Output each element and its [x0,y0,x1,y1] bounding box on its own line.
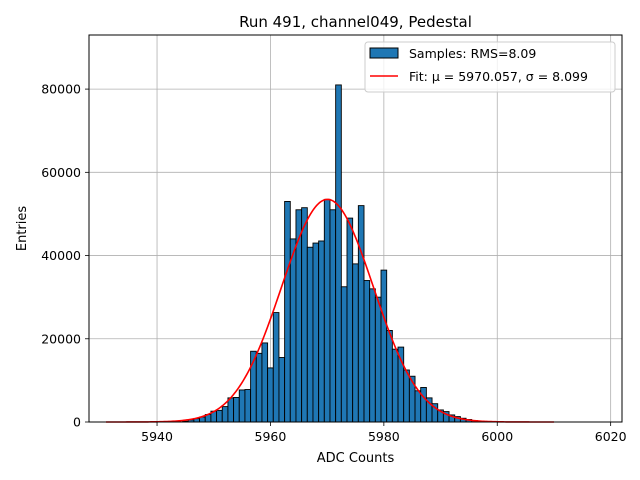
legend-label-samples: Samples: RMS=8.09 [409,46,536,61]
fit-curve [106,198,554,423]
histogram-bar [267,367,274,423]
x-tick-label: 5960 [255,429,287,444]
histogram-bar [369,288,376,423]
y-tick-label: 80000 [41,82,81,97]
histogram-bar [329,209,337,423]
histogram-bar [318,240,325,423]
y-tick-label: 0 [73,415,81,430]
histogram-bar [346,217,354,423]
histogram-bar [374,296,382,423]
histogram-bar [414,390,422,423]
histogram-bar [261,342,269,423]
histogram-bar [340,286,348,423]
histogram-bar [420,387,427,423]
legend-box [364,41,616,93]
histogram-bar [255,352,263,423]
y-axis-label: Entries [15,206,30,252]
histogram-bar [391,348,399,423]
histogram-bar [221,406,229,423]
histogram-bar [272,312,280,423]
histogram-bar [301,207,308,423]
x-tick-label: 6000 [481,429,513,444]
histogram-bar [295,209,303,423]
histogram-bar [289,238,297,423]
histogram-bar [306,246,314,423]
legend: Samples: RMS=8.09 Fit: μ = 5970.057, σ =… [364,41,616,93]
x-axis-label: ADC Counts [317,451,395,466]
axis-ticks: 5940 5960 5980 6000 6020 0 20000 40000 60000 8000… [41,82,626,444]
legend-label-fit: Fit: μ = 5970.057, σ = 8.099 [409,69,588,84]
plot-frame [88,34,623,423]
chart-title: Run 491, channel049, Pedestal [239,13,472,31]
histogram-bar [238,389,246,423]
histogram-bar [357,205,365,423]
y-tick-label: 20000 [41,331,81,346]
histogram-bar [284,201,291,423]
histogram-bar [216,409,223,423]
histogram-bar [335,84,342,423]
histogram-bar [244,389,252,423]
histogram-bar [227,397,235,423]
legend-swatch-samples [369,47,399,59]
histogram-bar [363,280,371,423]
y-tick-label: 60000 [41,165,81,180]
fit-curve-line [106,198,554,423]
histogram-bar [380,269,388,423]
x-tick-label: 5980 [368,429,400,444]
x-tick-label: 5940 [141,429,173,444]
histogram-bar [278,357,286,423]
histogram-bar [403,369,410,423]
histogram-bar [233,396,240,423]
x-tick-label: 6020 [595,429,627,444]
histogram-bar [323,198,331,423]
histogram-bar [312,242,320,423]
histogram-bar [386,330,393,423]
histogram-bar [352,263,359,423]
y-tick-label: 40000 [41,248,81,263]
